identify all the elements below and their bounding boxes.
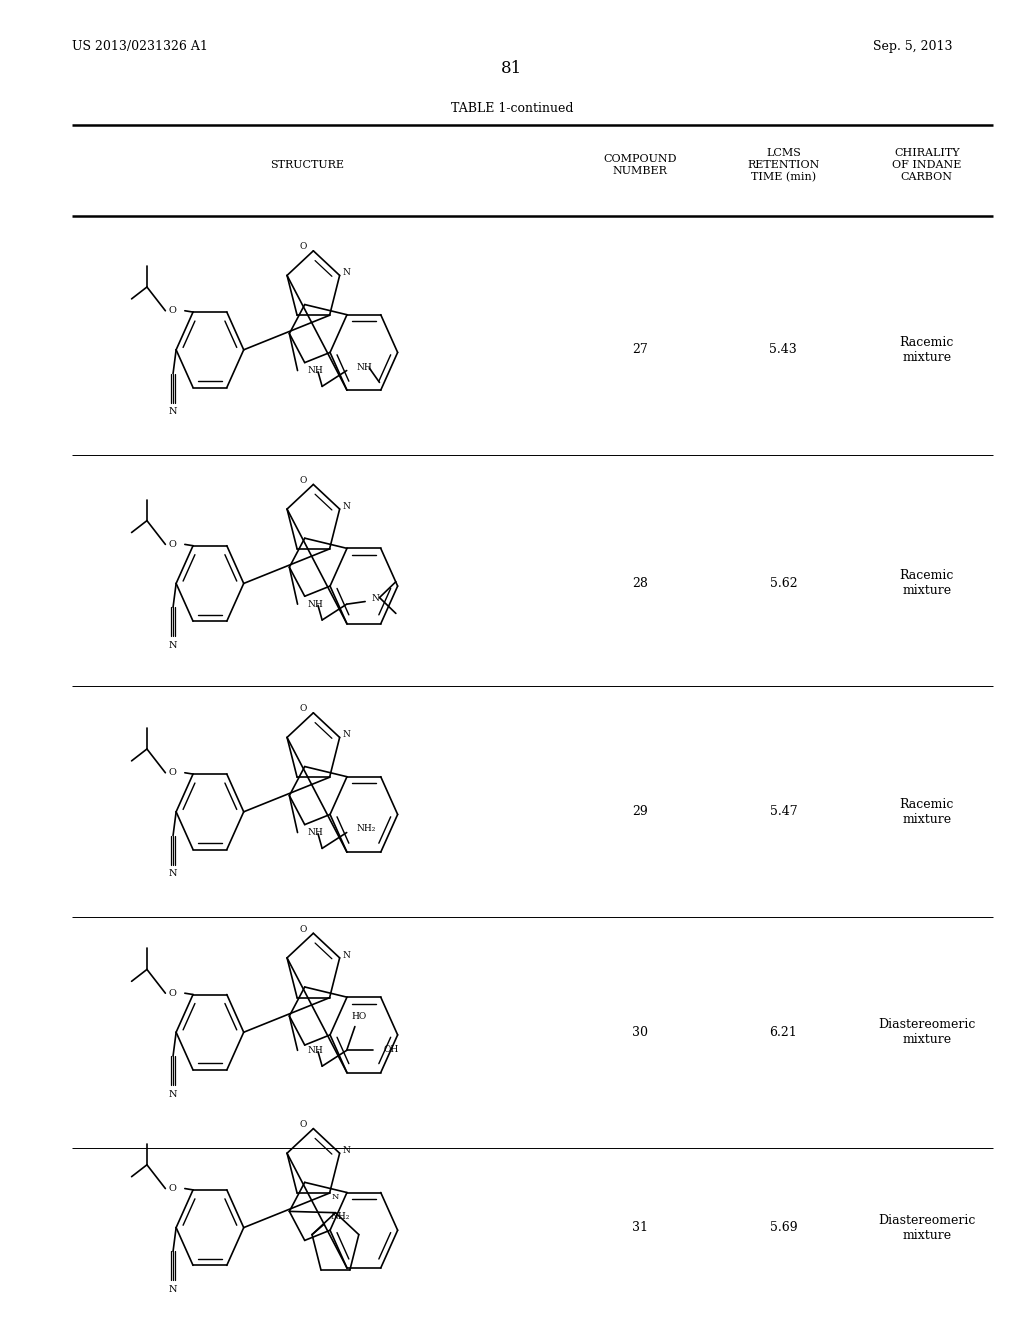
Text: STRUCTURE: STRUCTURE xyxy=(270,160,344,170)
Text: N: N xyxy=(343,268,351,277)
Text: Racemic
mixture: Racemic mixture xyxy=(899,797,954,826)
Text: NH: NH xyxy=(308,828,324,837)
Text: 31: 31 xyxy=(632,1221,648,1234)
Text: 27: 27 xyxy=(632,343,648,356)
Text: 6.21: 6.21 xyxy=(769,1026,798,1039)
Text: O: O xyxy=(299,925,307,933)
Text: Racemic
mixture: Racemic mixture xyxy=(899,569,954,598)
Text: 5.43: 5.43 xyxy=(769,343,798,356)
Text: NH: NH xyxy=(308,1045,324,1055)
Text: CHIRALITY
OF INDANE
CARBON: CHIRALITY OF INDANE CARBON xyxy=(892,148,962,182)
Text: Sep. 5, 2013: Sep. 5, 2013 xyxy=(872,40,952,53)
Text: HO: HO xyxy=(352,1011,367,1020)
Text: N: N xyxy=(169,1090,177,1098)
Text: O: O xyxy=(169,1184,176,1193)
Text: O: O xyxy=(299,243,307,251)
Text: N: N xyxy=(343,950,351,960)
Text: 5.47: 5.47 xyxy=(770,805,797,818)
Text: O: O xyxy=(299,705,307,713)
Text: 81: 81 xyxy=(502,61,522,77)
Text: N: N xyxy=(169,642,177,649)
Text: 28: 28 xyxy=(632,577,648,590)
Text: O: O xyxy=(299,477,307,484)
Text: N: N xyxy=(169,1286,177,1294)
Text: N: N xyxy=(343,502,351,511)
Text: OH: OH xyxy=(384,1044,398,1053)
Text: US 2013/0231326 A1: US 2013/0231326 A1 xyxy=(72,40,208,53)
Text: COMPOUND
NUMBER: COMPOUND NUMBER xyxy=(603,154,677,176)
Text: NH₂: NH₂ xyxy=(357,824,376,833)
Text: N: N xyxy=(372,594,379,603)
Text: NH₂: NH₂ xyxy=(331,1212,350,1221)
Text: Diastereomeric
mixture: Diastereomeric mixture xyxy=(878,1018,976,1047)
Text: 29: 29 xyxy=(632,805,648,818)
Text: N: N xyxy=(332,1193,339,1201)
Text: N: N xyxy=(169,408,177,416)
Text: LCMS
RETENTION
TIME (min): LCMS RETENTION TIME (min) xyxy=(748,148,819,182)
Text: O: O xyxy=(169,989,176,998)
Text: Diastereomeric
mixture: Diastereomeric mixture xyxy=(878,1213,976,1242)
Text: 5.62: 5.62 xyxy=(770,577,797,590)
Text: O: O xyxy=(299,1121,307,1129)
Text: N: N xyxy=(343,730,351,739)
Text: O: O xyxy=(169,768,176,777)
Text: NH: NH xyxy=(308,599,324,609)
Text: O: O xyxy=(169,540,176,549)
Text: NH: NH xyxy=(308,366,324,375)
Text: 30: 30 xyxy=(632,1026,648,1039)
Text: N: N xyxy=(343,1146,351,1155)
Text: Racemic
mixture: Racemic mixture xyxy=(899,335,954,364)
Text: O: O xyxy=(169,306,176,315)
Text: N: N xyxy=(169,870,177,878)
Text: 5.69: 5.69 xyxy=(770,1221,797,1234)
Text: NH: NH xyxy=(357,363,373,372)
Text: TABLE 1-continued: TABLE 1-continued xyxy=(451,102,573,115)
